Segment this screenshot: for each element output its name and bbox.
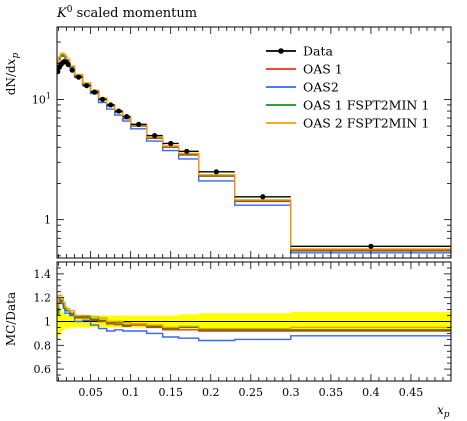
ratio-y-tick-label: 1.4 xyxy=(34,268,52,281)
x-tick-label: 0.25 xyxy=(239,386,264,399)
series-oas-2-fspt2min-1-main xyxy=(57,52,451,250)
data-point xyxy=(116,108,122,114)
data-point xyxy=(108,102,114,108)
data-point xyxy=(124,113,130,120)
series-oas2-main xyxy=(57,54,451,254)
data-point xyxy=(76,74,82,80)
x-tick-label: 0.2 xyxy=(202,386,220,399)
ratio-y-tick-label: 1 xyxy=(44,316,51,329)
x-tick-label: 0.35 xyxy=(319,386,344,399)
data-point xyxy=(136,121,142,127)
data-point xyxy=(368,243,374,249)
x-tick-label: 0.45 xyxy=(399,386,424,399)
legend-label: OAS2 xyxy=(303,80,339,95)
data-point xyxy=(100,96,106,103)
ratio-y-tick-label: 1.2 xyxy=(34,292,52,305)
main-frame xyxy=(56,26,452,259)
legend-label: OAS 1 FSPT2MIN 1 xyxy=(303,98,429,113)
x-tick-label: 0.4 xyxy=(362,386,380,399)
data-point xyxy=(65,61,71,68)
data-point xyxy=(184,148,190,154)
data-point xyxy=(260,194,266,200)
ratio-plot-area: 0.6 0.8 1 1.2 1.4 0.05 0.1 0.15 0.2 0.25 0.3 0.35 0.… xyxy=(34,261,452,399)
legend-label: Data xyxy=(303,44,333,59)
x-tick-label: 0.15 xyxy=(158,386,183,399)
main-plot-area: 1 101 xyxy=(32,26,452,259)
legend: Data OAS 1 OAS2 OAS 1 FSPT2MIN 1 OAS 2 FSPT2… xyxy=(266,44,429,131)
data-point xyxy=(92,89,98,95)
main-y-tick-label: 1 xyxy=(44,214,51,227)
data-point xyxy=(69,67,75,73)
data-point xyxy=(57,69,61,75)
ratio-y-axis-label: MC/Data xyxy=(4,292,18,346)
data-point xyxy=(168,140,174,147)
x-axis-label: xp xyxy=(437,403,450,420)
series-oas-1-main xyxy=(57,54,451,252)
x-tick-label: 0.3 xyxy=(282,386,300,399)
data-point xyxy=(213,169,219,175)
data-point xyxy=(152,133,158,139)
data-point xyxy=(84,83,90,89)
main-y-tick-label: 101 xyxy=(32,91,51,106)
ratio-y-tick-label: 0.8 xyxy=(34,339,52,352)
chart-title: K0 scaled momentum xyxy=(56,5,197,21)
x-tick-label: 0.05 xyxy=(78,386,103,399)
legend-label: OAS 1 xyxy=(303,62,343,77)
series-oas-1-fspt2min-1-main xyxy=(57,53,451,251)
legend-label: OAS 2 FSPT2MIN 1 xyxy=(303,116,429,131)
legend-data-marker xyxy=(278,48,284,54)
x-tick-label: 0.1 xyxy=(122,386,140,399)
ratio-y-tick-label: 0.6 xyxy=(34,363,52,376)
y-axis-label: dN/dxp xyxy=(4,53,21,96)
series-oas-2-fspt2min-1-ratio xyxy=(57,294,451,330)
